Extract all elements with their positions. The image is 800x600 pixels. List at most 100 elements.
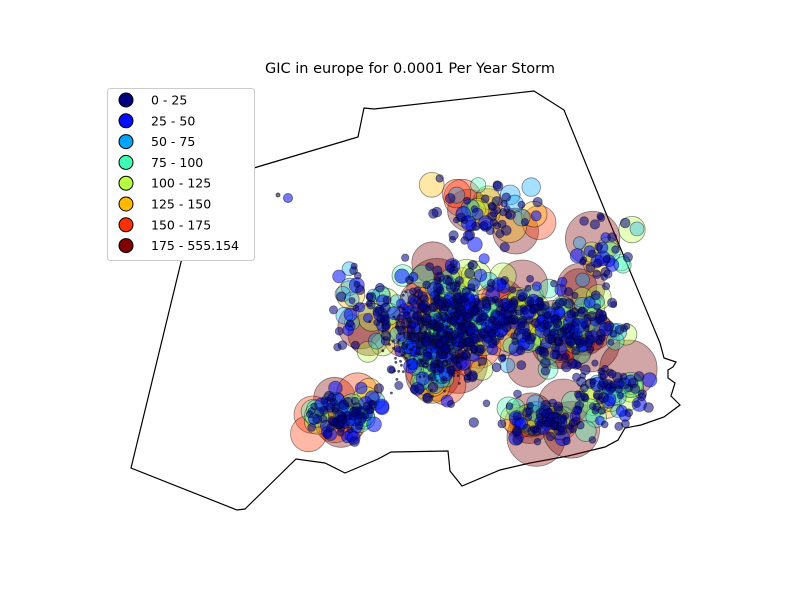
gic-station-marker (543, 321, 552, 330)
gic-station-marker (453, 280, 461, 288)
gic-station-marker (446, 275, 450, 279)
gic-station-marker (402, 353, 406, 357)
gic-station-marker (622, 252, 633, 263)
gic-station-marker (334, 326, 344, 336)
gic-station-marker (475, 329, 479, 333)
gic-station-marker (609, 329, 618, 338)
gic-station-marker (459, 310, 462, 313)
gic-station-marker (601, 282, 611, 291)
gic-station-marker (434, 328, 437, 331)
gic-station-marker (437, 330, 441, 333)
gic-station-marker (521, 177, 541, 197)
gic-station-marker (456, 320, 459, 324)
gic-station-marker (461, 307, 465, 311)
gic-station-marker (444, 328, 448, 332)
gic-station-marker (449, 302, 452, 306)
gic-station-marker (620, 324, 628, 333)
gic-station-marker (410, 337, 414, 340)
gic-station-marker (500, 275, 510, 285)
gic-station-marker (404, 356, 408, 360)
gic-station-marker (450, 335, 454, 339)
gic-station-marker (539, 300, 550, 312)
gic-station-marker (409, 320, 413, 324)
gic-station-marker (607, 297, 618, 308)
gic-station-marker (491, 362, 502, 373)
gic-station-marker (461, 286, 471, 296)
gic-station-marker (629, 383, 641, 394)
gic-station-marker (472, 289, 476, 293)
gic-station-marker (446, 399, 455, 408)
gic-station-marker (398, 350, 402, 354)
gic-station-marker (433, 282, 444, 294)
gic-station-marker (487, 296, 496, 305)
legend-marker (118, 92, 134, 108)
gic-station-marker (506, 302, 517, 313)
gic-station-marker (457, 352, 461, 356)
gic-station-marker (430, 376, 433, 380)
gic-station-marker (417, 352, 420, 356)
gic-station-marker (448, 324, 451, 328)
gic-station-marker (450, 327, 454, 331)
gic-station-marker (436, 320, 440, 324)
gic-station-marker (453, 357, 457, 361)
gic-station-marker (579, 216, 589, 226)
gic-station-marker (429, 347, 433, 351)
gic-station-marker (586, 345, 595, 354)
gic-station-marker (463, 320, 467, 323)
gic-station-marker (469, 333, 480, 345)
gic-station-marker (616, 392, 625, 400)
gic-station-marker (453, 300, 456, 304)
gic-station-marker (395, 378, 399, 381)
gic-station-marker (422, 374, 426, 378)
legend-marker (118, 196, 134, 212)
gic-station-marker (572, 236, 587, 250)
gic-station-marker (629, 221, 645, 237)
gic-station-marker (453, 295, 457, 299)
gic-station-marker (380, 336, 391, 346)
gic-station-marker (451, 337, 455, 341)
gic-station-marker (483, 334, 486, 338)
gic-station-marker (478, 253, 490, 265)
gic-station-marker (485, 226, 495, 236)
gic-station-marker (409, 308, 413, 312)
gic-station-marker (441, 351, 445, 355)
gic-station-marker (412, 309, 416, 313)
gic-station-marker (402, 331, 406, 335)
gic-station-marker (417, 346, 421, 349)
gic-station-marker (438, 309, 442, 312)
gic-station-marker (551, 411, 560, 420)
gic-station-marker (390, 391, 393, 395)
gic-station-marker (332, 269, 346, 284)
gic-station-marker (531, 281, 542, 292)
gic-station-marker (421, 321, 425, 324)
gic-station-marker (402, 341, 405, 345)
gic-station-marker (533, 437, 542, 446)
gic-station-marker (442, 378, 445, 382)
legend-label: 75 - 100 (151, 155, 203, 170)
gic-station-marker (338, 399, 350, 411)
gic-station-marker (402, 326, 405, 330)
gic-station-marker (421, 340, 424, 344)
gic-station-marker (436, 350, 439, 354)
gic-station-marker (540, 409, 550, 419)
gic-station-marker (463, 196, 472, 205)
gic-station-marker (607, 232, 618, 243)
gic-station-marker (449, 314, 453, 318)
gic-station-marker (307, 406, 316, 415)
gic-station-marker (432, 324, 435, 328)
gic-station-marker (430, 341, 434, 344)
gic-station-marker (457, 382, 461, 385)
gic-station-marker (375, 282, 385, 293)
gic-station-marker (329, 398, 338, 407)
gic-station-marker (642, 372, 658, 388)
legend-marker (118, 113, 134, 129)
gic-station-marker (350, 340, 360, 350)
gic-station-marker (486, 284, 495, 293)
legend-label: 125 - 150 (151, 197, 211, 212)
gic-station-marker (561, 323, 573, 334)
legend-marker (118, 217, 134, 233)
gic-station-marker (441, 306, 445, 309)
gic-station-marker (599, 314, 608, 323)
gic-station-marker (428, 208, 439, 219)
gic-station-marker (448, 318, 452, 322)
